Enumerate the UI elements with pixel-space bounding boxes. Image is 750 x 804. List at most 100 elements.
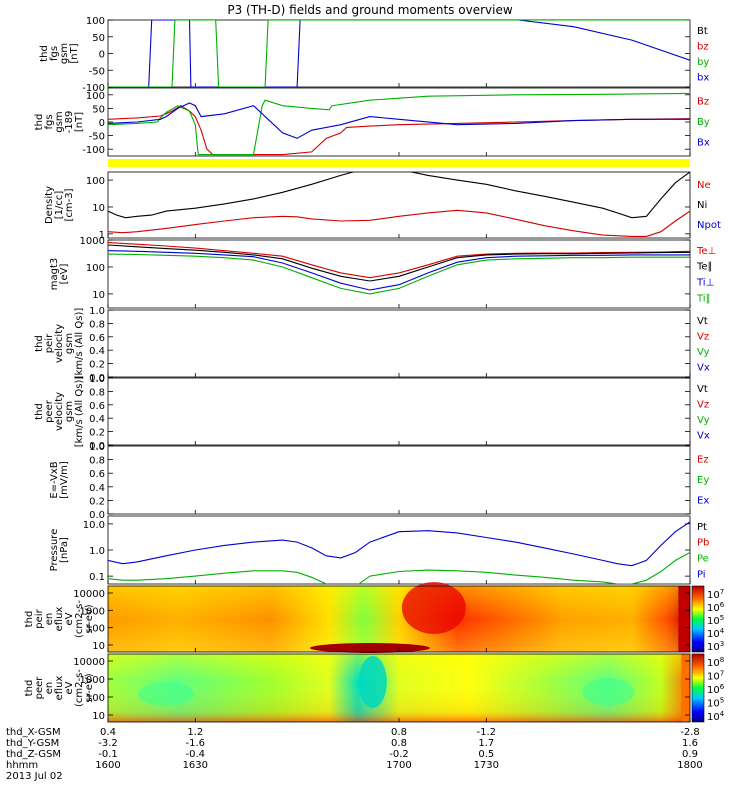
- panel-frame: [107, 19, 691, 88]
- y-axis-label: thd: [34, 403, 45, 420]
- colorbar-tick-label: 105: [707, 614, 724, 627]
- series-line-Bx: [108, 102, 690, 139]
- spectrogram-band: [309, 643, 430, 653]
- x-axis-value: 1730: [474, 760, 499, 771]
- y-tick-label: 0.8: [89, 456, 105, 467]
- series-line-Pe: [108, 552, 690, 584]
- legend-entry: Vt: [697, 384, 708, 395]
- x-axis-row-label: thd_Y-GSM: [6, 738, 59, 749]
- y-tick-label: 0.2: [89, 360, 105, 371]
- y-tick-label: 0.6: [89, 333, 105, 344]
- colorbar-tick-label: 107: [707, 670, 724, 683]
- legend-entry: Pi: [697, 569, 706, 580]
- x-axis-value: 0.5: [478, 749, 494, 760]
- y-axis-label: peir: [44, 333, 55, 353]
- y-axis-label: [cm-3]: [64, 188, 75, 221]
- legend-entry: Bt: [697, 26, 708, 37]
- y-tick-label: 50: [92, 33, 105, 44]
- y-tick-label: 100: [86, 176, 105, 187]
- x-axis-row-label: hhmm: [6, 760, 38, 771]
- y-axis-label: (cm2-s-: [74, 669, 85, 707]
- y-tick-label: 1000: [80, 606, 105, 617]
- spectrogram-cool-region: [358, 656, 387, 708]
- y-tick-label: -100: [82, 83, 105, 94]
- series-line-Ti∥: [108, 253, 690, 295]
- y-tick-label: 0.2: [89, 428, 105, 439]
- y-tick-label: 10: [92, 290, 105, 301]
- colorbar-tick-label: 107: [707, 588, 724, 601]
- series-line-Ne: [108, 209, 690, 237]
- chart-title: P3 (TH-D) fields and ground moments over…: [227, 3, 512, 17]
- y-tick-label: 100: [86, 693, 105, 704]
- panel-frame: [107, 309, 691, 378]
- y-tick-label: 0.1: [89, 572, 105, 583]
- y-axis-label: [nPa]: [59, 537, 70, 563]
- legend-entry: Te⊥: [696, 246, 716, 257]
- x-axis-value: -0.1: [98, 749, 118, 760]
- x-axis-value: 1700: [386, 760, 411, 771]
- y-axis-label: en: [44, 682, 55, 695]
- y-axis-label: [mV/m]: [59, 461, 70, 499]
- legend-entry: Vy: [697, 415, 710, 426]
- spectrogram-hot-region: [401, 582, 466, 634]
- y-tick-label: 10.0: [83, 520, 105, 531]
- y-tick-label: 0.4: [89, 483, 105, 494]
- date-label: 2013 Jul 02: [6, 771, 63, 782]
- x-axis-value: -0.4: [186, 749, 206, 760]
- y-tick-label: 10: [92, 641, 105, 652]
- legend-entry: bx: [697, 73, 709, 84]
- y-tick-label: 0: [99, 50, 105, 61]
- series-line-Bz: [108, 105, 690, 156]
- x-axis-value: 1.7: [478, 738, 494, 749]
- x-axis-value: -2.8: [680, 727, 700, 738]
- y-axis-label: thd: [34, 114, 45, 131]
- y-axis-label: E=-VxB: [49, 461, 60, 498]
- y-axis-label: thd: [39, 45, 50, 62]
- y-tick-label: -50: [89, 132, 105, 143]
- legend-entry: bz: [697, 41, 709, 52]
- colorbar-tick-label: 106: [707, 601, 725, 614]
- y-tick-label: 1000: [80, 236, 105, 247]
- colorbar-tick-label: 106: [707, 683, 725, 696]
- series-line-bx: [108, 20, 690, 87]
- y-tick-label: 10: [92, 203, 105, 214]
- panel-temperature: 1000 100 10 magt3 [eV] Te⊥ Te∥ Ti⊥ Ti∥: [49, 236, 716, 309]
- x-axis-value: 0.8: [391, 727, 407, 738]
- legend-entry: Vx: [697, 431, 710, 442]
- spectrogram-region: [582, 678, 635, 706]
- panel-efield: 1.0 0.8 0.6 0.4 0.2 0.0 E=-VxB [mV/m] Ez Ey Ex: [49, 442, 709, 521]
- legend-entry: Pt: [697, 522, 707, 533]
- x-axis-value: 1.6: [682, 738, 698, 749]
- y-axis-label: [eV]: [59, 264, 70, 285]
- series-line-Pi: [108, 521, 690, 567]
- y-axis-label: [km/s (All Qs)]: [74, 308, 85, 380]
- y-axis-label: gsm: [59, 43, 70, 64]
- y-axis-label: sr-eV): [84, 673, 95, 702]
- legend-entry: Bz: [697, 96, 709, 107]
- legend-entry: Pb: [697, 538, 709, 549]
- series-group: [108, 92, 690, 156]
- y-axis-label: gsm: [64, 333, 75, 354]
- panel-density: 100 10 1 Density [1/cc] [cm-3] Ne Ni Npot: [44, 171, 721, 241]
- y-tick-label: 1000: [80, 675, 105, 686]
- y-axis-label: peir: [34, 608, 45, 628]
- y-axis-label: [1/cc]: [54, 191, 65, 220]
- legend-entry: Vz: [697, 331, 709, 342]
- legend-entry: by: [697, 57, 709, 68]
- colorbar: [691, 653, 705, 723]
- y-tick-label: 50: [92, 104, 105, 115]
- legend-entry: Ez: [697, 454, 709, 465]
- colorbar-tick-label: 108: [707, 656, 724, 669]
- x-axis-row-label: thd_Z-GSM: [6, 749, 61, 760]
- series-group: [108, 172, 690, 237]
- x-axis-value: -1.6: [186, 738, 206, 749]
- x-axis-value: 1800: [677, 760, 702, 771]
- y-tick-label: 1.0: [89, 374, 105, 385]
- y-tick-label: 1.0: [89, 546, 105, 557]
- panel-frame: [107, 445, 691, 515]
- y-tick-label: 0.0: [89, 373, 105, 384]
- y-axis-label: thd: [34, 335, 45, 352]
- y-axis-label: fgs: [49, 46, 60, 61]
- x-axis-value: -0.2: [389, 749, 409, 760]
- y-tick-label: 0.6: [89, 401, 105, 412]
